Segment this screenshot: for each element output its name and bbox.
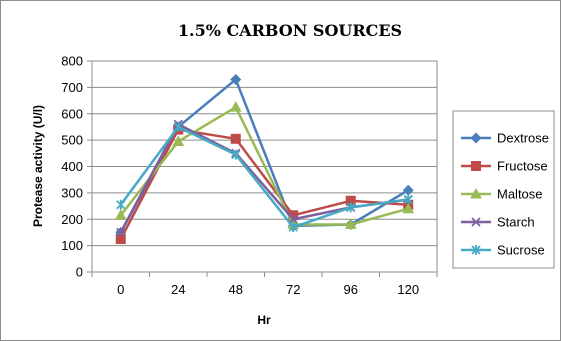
y-axis-ticks: 0 100 200 300 400 500 600 700 800 <box>61 54 92 280</box>
legend-marker-dextrose <box>470 132 482 144</box>
x-tick-label-48: 48 <box>229 282 243 297</box>
x-tick-label-96: 96 <box>344 282 358 297</box>
legend-label-dextrose: Dextrose <box>497 131 549 146</box>
point-maltose-0 <box>114 209 127 220</box>
series-line-maltose <box>119 105 409 226</box>
y-tick-label-500: 500 <box>61 133 83 148</box>
point-sucrose-72 <box>288 222 298 233</box>
point-maltose-48 <box>229 101 242 112</box>
y-tick-label-800: 800 <box>61 54 83 69</box>
point-maltose-96 <box>344 218 357 230</box>
y-tick-label-600: 600 <box>61 106 83 121</box>
y-tick-label-700: 700 <box>61 80 83 95</box>
point-sucrose-48 <box>231 149 241 160</box>
legend-marker-maltose <box>470 187 482 199</box>
x-tick-label-24: 24 <box>171 282 185 297</box>
legend-marker-fructose <box>471 161 481 171</box>
legend-item-sucrose: Sucrose <box>461 243 545 258</box>
series-sucrose <box>116 121 413 233</box>
legend-item-dextrose: Dextrose <box>461 131 549 146</box>
x-tick-label-120: 120 <box>397 282 419 297</box>
x-tick-label-72: 72 <box>286 282 300 297</box>
legend-label-fructose: Fructose <box>497 159 548 174</box>
x-axis-label: Hr <box>257 313 271 327</box>
y-axis-label: Protease activity (U/l) <box>31 105 45 227</box>
point-dextrose-48 <box>230 73 242 85</box>
y-tick-label-300: 300 <box>61 185 83 200</box>
point-maltose-120 <box>402 202 415 214</box>
legend-marker-starch <box>471 217 481 227</box>
point-fructose-48 <box>230 133 241 144</box>
legend-item-fructose: Fructose <box>461 159 548 174</box>
point-sucrose-0 <box>116 199 126 210</box>
legend-label-sucrose: Sucrose <box>497 243 545 258</box>
legend-label-maltose: Maltose <box>497 187 543 202</box>
series-layer <box>114 73 415 245</box>
y-tick-label-0: 0 <box>76 265 83 280</box>
point-sucrose-120 <box>403 194 413 205</box>
y-tick-label-400: 400 <box>61 159 83 174</box>
y-tick-label-200: 200 <box>61 212 83 227</box>
series-line-sucrose <box>119 125 409 229</box>
point-sucrose-24 <box>173 121 183 132</box>
legend-marker-sucrose <box>471 245 481 255</box>
x-axis-ticks: 0 24 48 72 96 120 <box>91 272 438 297</box>
legend-item-maltose: Maltose <box>461 187 543 202</box>
point-fructose-0 <box>115 234 126 245</box>
series-line-fructose <box>119 128 409 240</box>
legend-label-starch: Starch <box>497 215 535 230</box>
point-starch-0 <box>116 227 126 238</box>
chart-title: 1.5% CARBON SOURCES <box>178 21 402 40</box>
x-tick-label-0: 0 <box>117 282 124 297</box>
point-sucrose-96 <box>346 202 356 213</box>
legend: Dextrose Fructose Maltose Starch Sucrose <box>461 131 549 258</box>
legend-item-starch: Starch <box>461 215 535 230</box>
point-maltose-24 <box>172 135 185 146</box>
y-tick-label-100: 100 <box>61 238 83 253</box>
